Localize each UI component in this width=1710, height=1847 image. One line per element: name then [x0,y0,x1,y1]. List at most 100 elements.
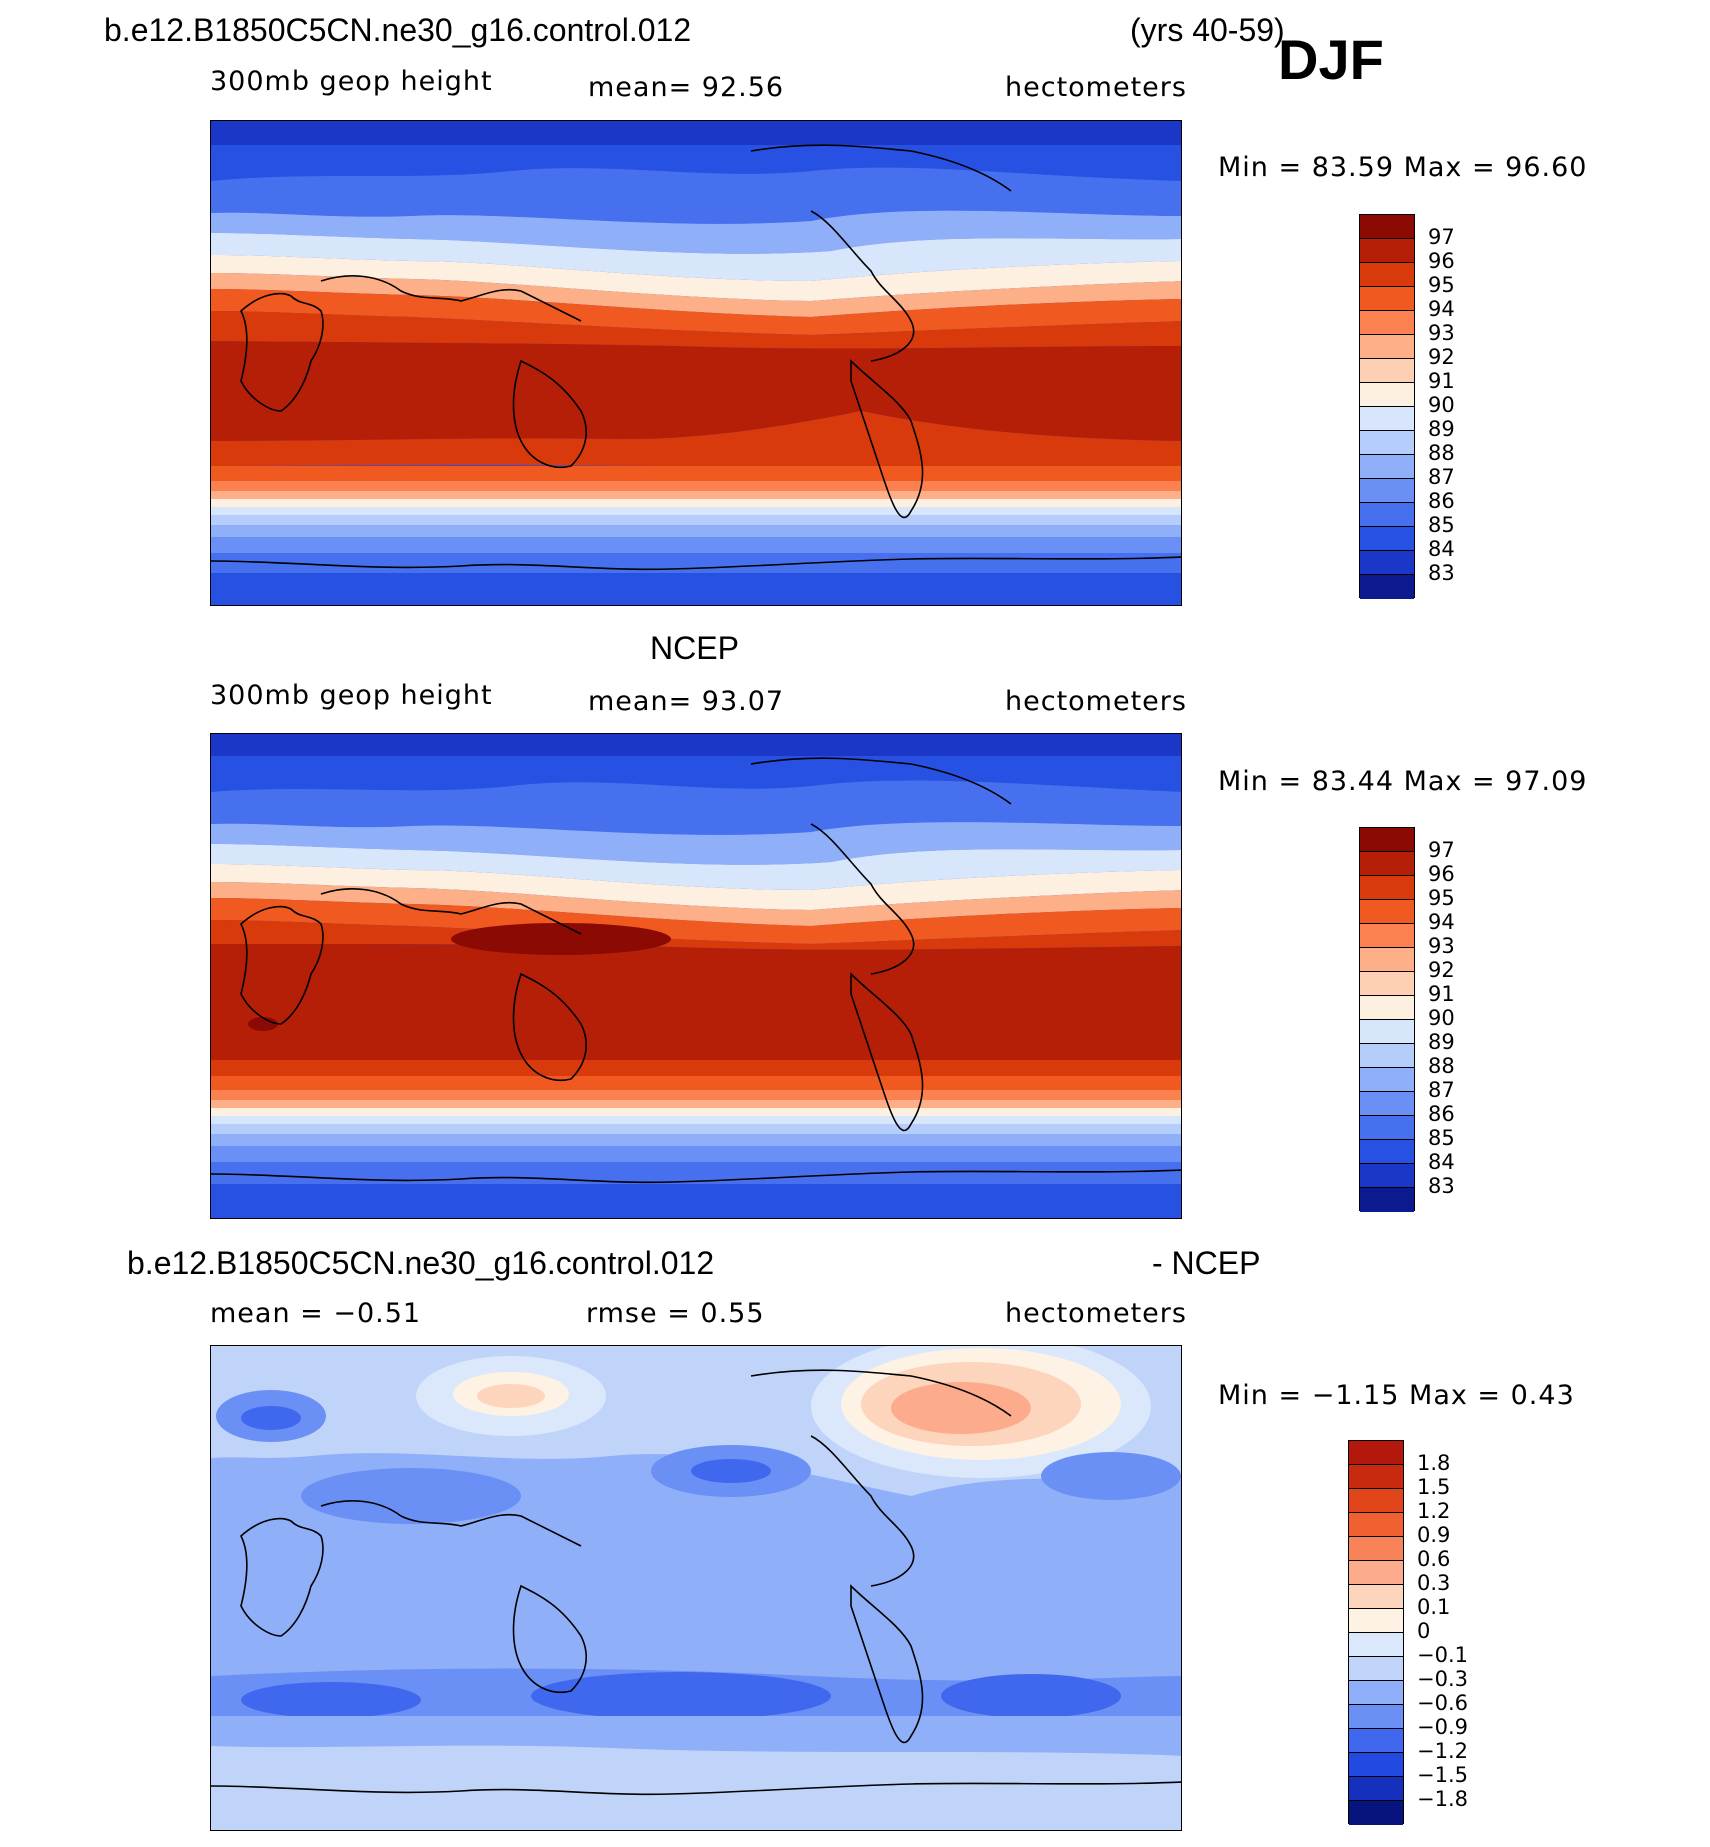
colorbar-swatch [1360,1140,1414,1164]
colorbar-label: 94 [1428,297,1455,321]
colorbar-swatch [1360,900,1414,924]
colorbar-label: 86 [1428,489,1455,513]
panel1-map-field [211,121,1181,605]
colorbar-swatch [1360,239,1414,263]
colorbar-label: 90 [1428,393,1455,417]
colorbar-label: 88 [1428,1054,1455,1078]
colorbar-label: 1.5 [1417,1475,1451,1499]
colorbar-swatch [1349,1729,1403,1753]
colorbar-label: −1.8 [1417,1787,1468,1811]
colorbar-swatch [1360,311,1414,335]
colorbar-swatch [1360,1020,1414,1044]
panel3-map-field [211,1346,1181,1830]
colorbar-swatch [1360,527,1414,551]
panel3-minmax: Min = −1.15 Max = 0.43 [1218,1380,1575,1411]
colorbar-swatch [1360,575,1414,599]
colorbar-swatch [1360,287,1414,311]
colorbar-swatch [1349,1657,1403,1681]
colorbar-swatch [1349,1585,1403,1609]
colorbar-label: 0.1 [1417,1595,1451,1619]
colorbar-swatch [1360,359,1414,383]
panel3-map [210,1345,1182,1831]
colorbar-label: 83 [1428,561,1455,585]
colorbar-label: 92 [1428,345,1455,369]
colorbar-label: 92 [1428,958,1455,982]
colorbar-label: 97 [1428,838,1455,862]
colorbar-swatch [1349,1801,1403,1825]
colorbar-swatch [1360,828,1414,852]
colorbar-swatch [1349,1705,1403,1729]
colorbar-label: 93 [1428,321,1455,345]
colorbar-label: 89 [1428,1030,1455,1054]
panel1-field-label: 300mb geop height [210,66,493,97]
colorbar-swatch [1349,1753,1403,1777]
colorbar-label: −0.6 [1417,1691,1468,1715]
colorbar-swatch [1360,479,1414,503]
colorbar-label: 84 [1428,537,1455,561]
colorbar-label: −0.9 [1417,1715,1468,1739]
panel3-colorbar [1348,1440,1404,1825]
colorbar-swatch [1349,1537,1403,1561]
colorbar-swatch [1360,972,1414,996]
panel2-title: NCEP [650,630,739,666]
colorbar-swatch [1360,948,1414,972]
colorbar-swatch [1360,1044,1414,1068]
panel1-title-years: (yrs 40-59) [1130,12,1285,48]
colorbar-swatch [1349,1441,1403,1465]
colorbar-label: 94 [1428,910,1455,934]
colorbar-swatch [1360,852,1414,876]
colorbar-label: 89 [1428,417,1455,441]
panel2-units: hectometers [1005,686,1187,717]
panel3-title-case: b.e12.B1850C5CN.ne30_g16.control.012 [127,1245,715,1281]
season-label: DJF [1278,28,1384,91]
colorbar-swatch [1349,1633,1403,1657]
panel1-coastlines [211,144,1181,571]
colorbar-label: −0.1 [1417,1643,1468,1667]
panel1-minmax: Min = 83.59 Max = 96.60 [1218,152,1588,183]
colorbar-label: 95 [1428,273,1455,297]
panel1-title-case: b.e12.B1850C5CN.ne30_g16.control.012 [104,12,692,48]
colorbar-label: 83 [1428,1174,1455,1198]
colorbar-swatch [1360,1164,1414,1188]
colorbar-swatch [1360,263,1414,287]
colorbar-swatch [1360,335,1414,359]
colorbar-swatch [1360,455,1414,479]
colorbar-label: 90 [1428,1006,1455,1030]
colorbar-swatch [1349,1777,1403,1801]
colorbar-label: 93 [1428,934,1455,958]
panel1-mean: mean= 92.56 [588,72,785,103]
colorbar-label: 0.9 [1417,1523,1451,1547]
colorbar-swatch [1360,1068,1414,1092]
panel3-coastlines [211,1369,1181,1796]
panel2-map-field [211,734,1181,1218]
panel2-minmax: Min = 83.44 Max = 97.09 [1218,766,1588,797]
colorbar-label: 87 [1428,465,1455,489]
colorbar-label: −0.3 [1417,1667,1468,1691]
colorbar-swatch [1360,503,1414,527]
colorbar-label: −1.2 [1417,1739,1468,1763]
colorbar-label: 85 [1428,513,1455,537]
colorbar-swatch [1349,1681,1403,1705]
colorbar-swatch [1349,1609,1403,1633]
colorbar-swatch [1360,551,1414,575]
colorbar-swatch [1360,996,1414,1020]
colorbar-label: 96 [1428,862,1455,886]
colorbar-label: 91 [1428,982,1455,1006]
colorbar-swatch [1360,876,1414,900]
panel2-colorbar [1359,827,1415,1212]
colorbar-swatch [1349,1489,1403,1513]
colorbar-label: 95 [1428,886,1455,910]
colorbar-label: 85 [1428,1126,1455,1150]
colorbar-label: 96 [1428,249,1455,273]
panel1-map [210,120,1182,606]
colorbar-label: 0.3 [1417,1571,1451,1595]
panel2-field-label: 300mb geop height [210,680,493,711]
colorbar-label: 84 [1428,1150,1455,1174]
colorbar-label: 88 [1428,441,1455,465]
panel3-title-ncep: - NCEP [1152,1245,1261,1281]
colorbar-swatch [1360,1188,1414,1212]
colorbar-label: 1.2 [1417,1499,1451,1523]
colorbar-label: 91 [1428,369,1455,393]
panel2-map [210,733,1182,1219]
colorbar-label: 97 [1428,225,1455,249]
